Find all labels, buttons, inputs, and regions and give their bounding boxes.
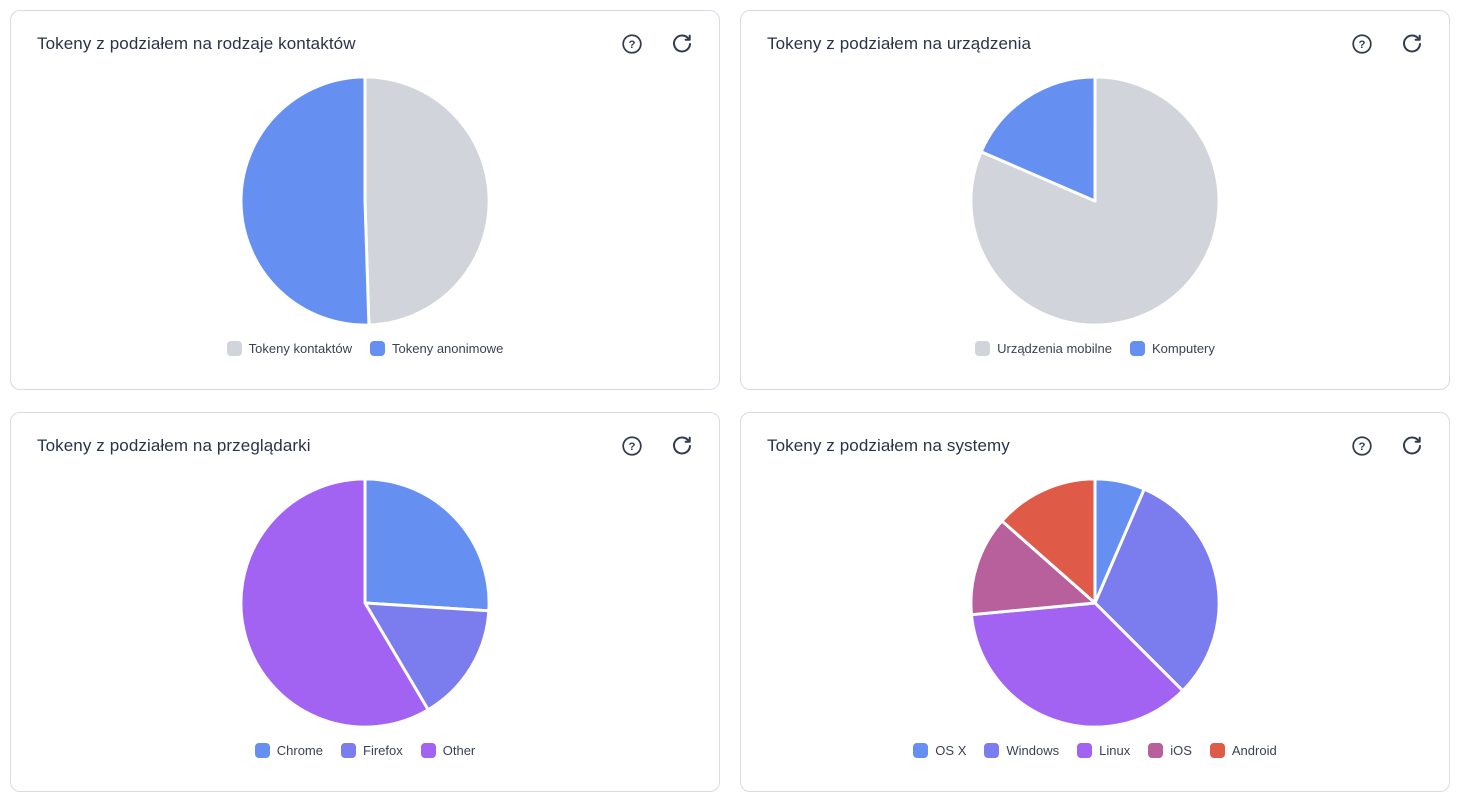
legend-label: Firefox (363, 743, 403, 758)
question-mark-circle-icon: ? (1352, 436, 1372, 456)
legend-swatch-icon (1209, 743, 1225, 758)
pie-slice-windows[interactable] (1093, 487, 1221, 693)
pie-slice-tokeny-kontakt-w[interactable] (363, 75, 491, 327)
legend-swatch-icon (1130, 341, 1146, 356)
question-mark-circle-icon: ? (622, 436, 642, 456)
refresh-button[interactable] (671, 33, 693, 55)
chart-legend: OS X Windows Linux iOS Android (913, 743, 1277, 758)
legend-label: Android (1231, 743, 1277, 758)
pie-slice-chrome[interactable] (363, 477, 491, 613)
legend-item-ios[interactable]: iOS (1148, 743, 1192, 758)
pie-slice-komputery[interactable] (979, 75, 1097, 203)
svg-text:?: ? (1359, 39, 1366, 51)
legend-swatch-icon (975, 341, 991, 356)
card-tokens-by-contact-type: Tokeny z podziałem na rodzaje kontaktów … (10, 10, 720, 390)
legend-item-urz-dzenia-mobilne[interactable]: Urządzenia mobilne (975, 341, 1112, 356)
card-actions: ? (1351, 435, 1423, 457)
pie-slice-tokeny-anonimowe[interactable] (239, 75, 371, 327)
chart-legend: Urządzenia mobilne Komputery (975, 341, 1215, 356)
legend-item-android[interactable]: Android (1209, 743, 1277, 758)
pie-chart-contact-types (239, 75, 491, 327)
legend-label: Urządzenia mobilne (997, 341, 1113, 356)
reload-arrow-icon (1403, 436, 1421, 455)
legend-item-chrome[interactable]: Chrome (254, 743, 323, 758)
pie-slice-android[interactable] (1000, 477, 1097, 605)
reload-arrow-icon (1403, 34, 1421, 53)
card-header: Tokeny z podziałem na systemy ? (741, 413, 1449, 461)
chart-area: Tokeny kontaktów Tokeny anonimowe (11, 59, 719, 389)
help-button[interactable]: ? (621, 435, 643, 457)
legend-swatch-icon (420, 743, 436, 758)
legend-swatch-icon (984, 743, 1000, 758)
refresh-button[interactable] (1401, 435, 1423, 457)
pie-slice-ios[interactable] (969, 519, 1097, 617)
chart-area: OS X Windows Linux iOS Android (741, 461, 1449, 791)
legend-item-komputery[interactable]: Komputery (1130, 341, 1215, 356)
card-header: Tokeny z podziałem na przeglądarki ? (11, 413, 719, 461)
legend-label: Tokeny kontaktów (248, 341, 353, 356)
legend-label: OS X (935, 743, 967, 758)
card-tokens-by-browser: Tokeny z podziałem na przeglądarki ? (10, 412, 720, 792)
pie-slice-firefox[interactable] (363, 601, 491, 712)
legend-item-os-x[interactable]: OS X (913, 743, 966, 758)
card-actions: ? (1351, 33, 1423, 55)
card-actions: ? (621, 33, 693, 55)
legend-label: Other (442, 743, 476, 758)
card-title: Tokeny z podziałem na rodzaje kontaktów (37, 34, 356, 53)
legend-label: Tokeny anonimowe (392, 341, 504, 356)
legend-swatch-icon (1077, 743, 1093, 758)
card-tokens-by-system: Tokeny z podziałem na systemy ? (740, 412, 1450, 792)
legend-item-other[interactable]: Other (420, 743, 476, 758)
refresh-button[interactable] (1401, 33, 1423, 55)
card-tokens-by-device: Tokeny z podziałem na urządzenia ? (740, 10, 1450, 390)
legend-swatch-icon (226, 341, 242, 356)
card-actions: ? (621, 435, 693, 457)
legend-item-firefox[interactable]: Firefox (341, 743, 403, 758)
legend-swatch-icon (341, 743, 356, 758)
chart-area: Urządzenia mobilne Komputery (741, 59, 1449, 389)
svg-text:?: ? (629, 441, 636, 453)
legend-swatch-icon (1148, 743, 1164, 758)
card-title: Tokeny z podziałem na urządzenia (767, 34, 1032, 53)
chart-legend: Chrome Firefox Other (254, 743, 476, 758)
chart-area: Chrome Firefox Other (11, 461, 719, 791)
reload-arrow-icon (673, 436, 691, 455)
legend-label: Komputery (1152, 341, 1215, 356)
legend-label: Windows (1006, 743, 1060, 758)
legend-label: Chrome (276, 743, 323, 758)
svg-text:?: ? (1359, 441, 1366, 453)
question-mark-circle-icon: ? (1352, 34, 1372, 54)
question-mark-circle-icon: ? (622, 34, 642, 54)
reload-arrow-icon (673, 34, 691, 53)
legend-item-linux[interactable]: Linux (1077, 743, 1130, 758)
legend-label: Linux (1099, 743, 1131, 758)
pie-slice-linux[interactable] (970, 601, 1185, 729)
pie-chart-browsers (239, 477, 491, 729)
help-button[interactable]: ? (1351, 33, 1373, 55)
legend-swatch-icon (370, 341, 386, 356)
legend-label: iOS (1170, 743, 1192, 758)
refresh-button[interactable] (671, 435, 693, 457)
card-title: Tokeny z podziałem na przeglądarki (37, 436, 311, 455)
pie-chart-devices (969, 75, 1221, 327)
card-title: Tokeny z podziałem na systemy (767, 436, 1010, 455)
card-header: Tokeny z podziałem na urządzenia ? (741, 11, 1449, 59)
card-header: Tokeny z podziałem na rodzaje kontaktów … (11, 11, 719, 59)
pie-slice-other[interactable] (239, 477, 430, 729)
legend-swatch-icon (913, 743, 929, 758)
pie-chart-systems (969, 477, 1221, 729)
help-button[interactable]: ? (1351, 435, 1373, 457)
legend-swatch-icon (254, 743, 270, 758)
help-button[interactable]: ? (621, 33, 643, 55)
legend-item-tokeny-anonimowe[interactable]: Tokeny anonimowe (370, 341, 503, 356)
legend-item-windows[interactable]: Windows (984, 743, 1059, 758)
legend-item-tokeny-kontakt-w[interactable]: Tokeny kontaktów (226, 341, 353, 356)
chart-legend: Tokeny kontaktów Tokeny anonimowe (226, 341, 503, 356)
svg-text:?: ? (629, 39, 636, 51)
